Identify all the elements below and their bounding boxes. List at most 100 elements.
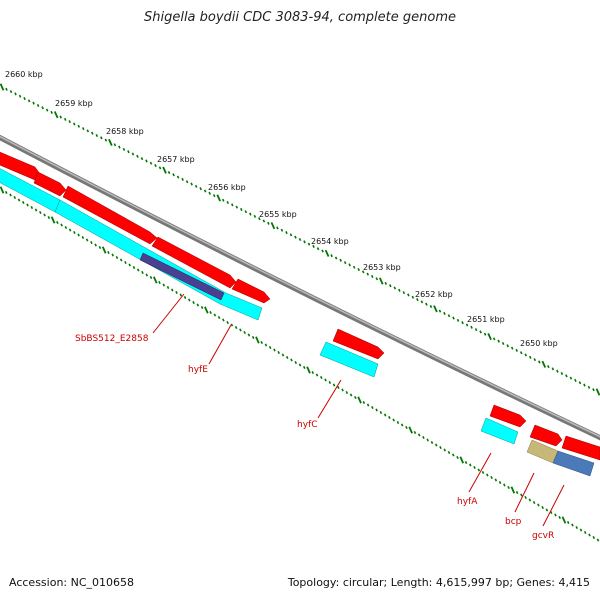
inner-ruler-tick (34, 208, 38, 212)
inner-ruler-tick (447, 450, 451, 455)
gene-forward[interactable] (529, 424, 563, 447)
ruler-tick (574, 378, 577, 382)
ruler-tick (307, 242, 311, 246)
inner-ruler-tick (545, 508, 549, 512)
ruler-tick (578, 381, 582, 385)
ruler-tick (231, 203, 234, 207)
ruler-tick (352, 265, 356, 269)
inner-ruler-tick (354, 395, 357, 400)
kbp-label: 2658 kbp (106, 127, 144, 136)
ruler-tick (479, 330, 482, 334)
ruler-tick (370, 274, 374, 278)
inner-ruler-tick (260, 340, 263, 345)
inner-ruler-tick (50, 216, 56, 224)
inner-ruler-tick (566, 520, 570, 525)
gene-label: hyfC (297, 420, 317, 430)
inner-ruler-tick (90, 240, 93, 245)
ruler-tick (560, 371, 564, 376)
ruler-tick (36, 103, 40, 108)
gene-forward[interactable] (231, 278, 271, 304)
ruler-tick (398, 288, 401, 292)
inner-ruler-tick (383, 413, 387, 417)
inner-ruler-tick (405, 425, 408, 430)
inner-ruler-tick (490, 475, 493, 480)
gene-gcvr-highlight[interactable] (552, 450, 595, 477)
inner-ruler-tick (111, 253, 114, 257)
gene-label: SbBS512_E2858 (75, 334, 149, 344)
ruler-tick (91, 131, 94, 135)
inner-ruler-tick (101, 246, 107, 254)
ruler-tick (72, 122, 76, 126)
gene-forward[interactable] (489, 404, 527, 428)
ruler-tick (407, 293, 410, 297)
ruler-tick (276, 226, 279, 230)
scale-labels: 2660 kbp 2659 kbp 2658 kbp 2657 kbp 2656… (5, 70, 558, 348)
inner-ruler-tick (434, 443, 438, 447)
ruler-tick (280, 228, 284, 232)
inner-ruler-tick (60, 223, 63, 227)
inner-ruler-tick (85, 238, 89, 242)
ruler-tick (402, 291, 406, 295)
inner-ruler-tick (115, 255, 119, 260)
gene-reverse[interactable] (480, 417, 519, 445)
kbp-label: 2657 kbp (157, 155, 195, 164)
ruler-tick (162, 166, 167, 174)
inner-ruler-tick (81, 235, 85, 240)
kbp-label: 2659 kbp (55, 99, 93, 108)
inner-ruler-tick (366, 403, 370, 407)
gene-reverse[interactable] (319, 341, 379, 378)
inner-ruler-tick (277, 350, 280, 355)
inner-ruler-tick (571, 523, 574, 527)
inner-ruler-tick (422, 435, 425, 440)
ruler-tick (203, 189, 207, 193)
inner-ruler-tick (251, 335, 255, 340)
ruler-tick (185, 180, 189, 184)
inner-ruler-tick (175, 290, 178, 295)
ruler-tick (226, 201, 230, 205)
ruler-tick (181, 177, 184, 181)
ruler-tick (515, 348, 518, 352)
inner-ruler-tick (285, 355, 289, 360)
inner-ruler-tick (320, 375, 323, 380)
inner-ruler-tick (349, 393, 353, 397)
gene-forward[interactable] (33, 171, 67, 197)
inner-ruler-tick (473, 465, 476, 470)
inner-ruler-tick (451, 453, 455, 457)
inner-ruler-tick (64, 225, 68, 230)
inner-ruler-tick (124, 260, 127, 265)
ruler-tick (393, 286, 397, 290)
inner-ruler-tick (588, 533, 591, 537)
gene-forward[interactable] (62, 185, 158, 245)
inner-ruler-tick (371, 405, 374, 410)
ruler-tick (154, 164, 157, 168)
ruler-tick (158, 166, 162, 170)
inner-ruler-tick (200, 305, 204, 310)
inner-ruler-tick (94, 243, 97, 247)
ruler-tick (456, 318, 460, 322)
inner-ruler-tick (183, 295, 187, 300)
ruler-tick (82, 127, 85, 131)
ruler-tick (45, 108, 49, 112)
ruler-tick (519, 351, 523, 355)
ruler-tick (104, 138, 108, 142)
ruler-tick (538, 360, 541, 364)
kbp-label: 2652 kbp (415, 290, 453, 299)
inner-ruler-tick (302, 365, 306, 370)
ruler-tick (565, 374, 568, 378)
gene-sbbs512-e2858-highlight[interactable] (139, 252, 225, 301)
gene-forward[interactable] (332, 328, 385, 360)
genome-backbone (0, 134, 600, 441)
ruler-tick (506, 344, 509, 348)
gene-forward[interactable] (151, 236, 237, 289)
ruler-tick (14, 92, 17, 96)
inner-ruler-tick (528, 498, 532, 502)
inner-ruler-tick (119, 258, 123, 262)
inner-ruler-tick (375, 408, 378, 412)
inner-ruler-tick (341, 388, 344, 392)
ruler-tick (379, 277, 384, 285)
inner-ruler-tick (281, 353, 285, 357)
gene-forward[interactable] (561, 435, 600, 461)
inner-ruler-tick (328, 380, 332, 385)
inner-ruler-tick (98, 245, 102, 250)
inner-ruler-tick (575, 525, 578, 530)
